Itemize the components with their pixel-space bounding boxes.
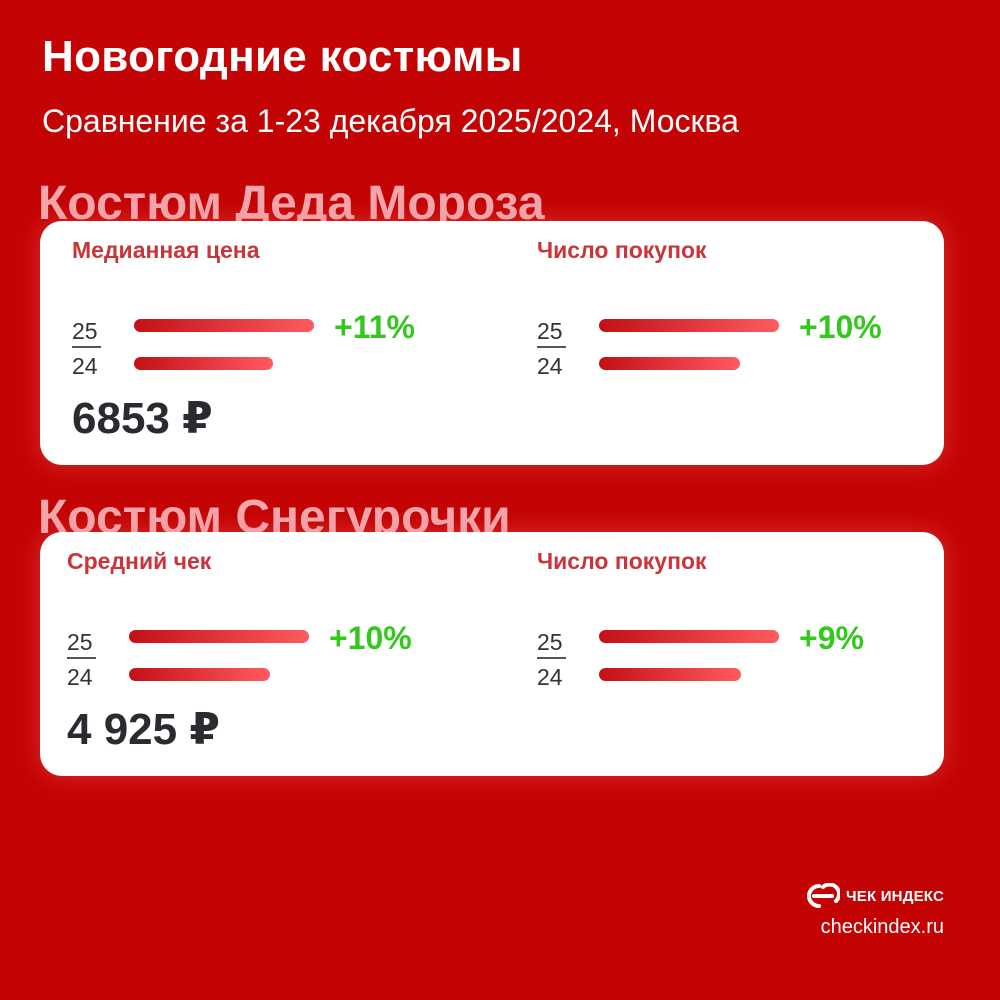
bar-2024 [599,357,740,370]
bar-2024 [599,668,742,681]
metric-value: 6853 ₽ [72,394,213,443]
year-label-24: 24 [67,664,93,690]
page-title: Новогодние костюмы [42,32,523,81]
bar-2025 [129,630,309,643]
brand-url: checkindex.ru [820,916,944,938]
brand: ЧЕК ИНДЕКС [806,883,944,909]
change-percent: +11% [334,309,415,345]
change-percent: +10% [329,620,412,656]
card-ded-moroz: Медианная цена 25 24 +11% 6853 ₽ Число п… [40,221,944,465]
year-divider [67,657,96,659]
metric-purchases: Число покупок 25 24 +10% [505,221,925,465]
metric-label: Средний чек [67,548,212,574]
bar-2025 [134,319,314,332]
brand-name: ЧЕК ИНДЕКС [846,887,944,905]
year-label-24: 24 [72,353,98,379]
year-label-25: 25 [537,318,563,344]
year-divider [72,346,101,348]
card-snegurochka: Средний чек 25 24 +10% 4 925 ₽ Число пок… [40,532,944,776]
bar-2025 [599,319,779,332]
change-percent: +9% [799,620,864,656]
bar-2025 [599,630,779,643]
bar-2024 [134,357,274,370]
year-divider [537,657,566,659]
metric-value: 4 925 ₽ [67,705,220,754]
page-subtitle: Сравнение за 1-23 декабря 2025/2024, Мос… [42,103,739,139]
metric-median-price: Медианная цена 25 24 +11% 6853 ₽ [40,221,460,465]
metric-label: Медианная цена [72,237,260,263]
metric-purchases: Число покупок 25 24 +9% [505,532,925,776]
year-label-25: 25 [537,629,563,655]
year-divider [537,346,566,348]
metric-average-check: Средний чек 25 24 +10% 4 925 ₽ [40,532,460,776]
checkindex-logo-icon [807,883,841,908]
metric-label: Число покупок [537,548,707,574]
year-label-24: 24 [537,664,563,690]
change-percent: +10% [799,309,882,345]
year-label-24: 24 [537,353,563,379]
bar-2024 [129,668,270,681]
year-label-25: 25 [67,629,93,655]
year-label-25: 25 [72,318,98,344]
metric-label: Число покупок [537,237,707,263]
